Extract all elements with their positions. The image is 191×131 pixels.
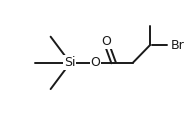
Text: Br: Br xyxy=(171,39,185,52)
Text: Si: Si xyxy=(64,56,75,69)
Text: O: O xyxy=(101,35,111,48)
Text: O: O xyxy=(91,56,100,69)
